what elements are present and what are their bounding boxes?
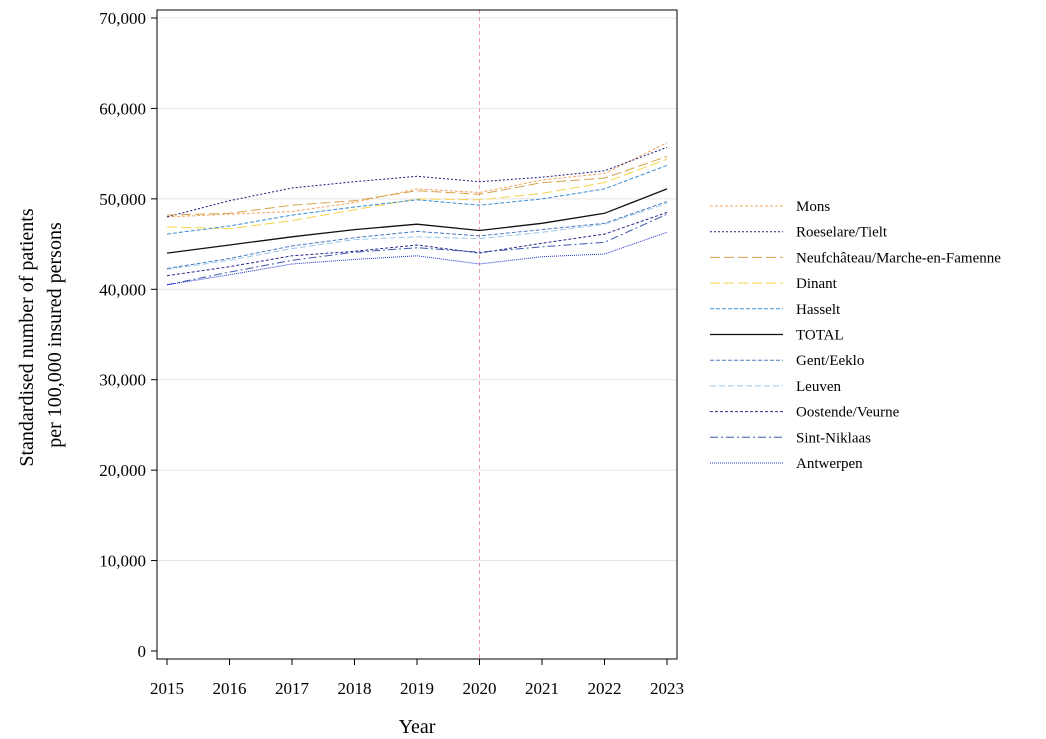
legend-label: Antwerpen: [796, 456, 863, 472]
y-tick-label: 30,000: [99, 371, 146, 390]
series-line-oostende-veurne: [166, 211, 668, 277]
series-line-leuven: [166, 202, 668, 270]
legend-label: Oostende/Veurne: [796, 405, 900, 421]
x-tick-label: 2022: [588, 679, 622, 698]
series-line-hasselt: [166, 164, 668, 235]
series-line-roeselare-tielt: [166, 146, 668, 218]
legend-label: Neufchâteau/Marche-en-Famenne: [796, 250, 1001, 266]
series-line-mons: [166, 142, 668, 218]
y-axis-title: Standardised number of patients per 100,…: [16, 203, 66, 466]
series-line-antwerpen: [166, 231, 668, 286]
legend-label: Gent/Eeklo: [796, 353, 864, 369]
series-line-gent-eeklo: [166, 201, 668, 269]
y-tick-label: 70,000: [99, 9, 146, 28]
x-tick-label: 2017: [275, 679, 310, 698]
x-tick-label: 2015: [150, 679, 184, 698]
y-tick-label: 20,000: [99, 461, 146, 480]
grid-lines: [157, 17, 677, 562]
x-tick-label: 2019: [400, 679, 434, 698]
y-tick-label: 50,000: [99, 190, 146, 209]
legend-label: Mons: [796, 199, 830, 215]
legend-label: Leuven: [796, 379, 841, 395]
x-axis-title: Year: [399, 716, 436, 738]
y-axis-title-line-2: per 100,000 insured persons: [44, 222, 66, 448]
y-axis: 0 10,000 20,000 30,000 40,000 50,000 60,000 70,…: [99, 9, 157, 661]
x-tick-label: 2021: [525, 679, 559, 698]
series-layer: [166, 142, 668, 286]
y-tick-label: 60,000: [99, 99, 146, 118]
x-tick-label: 2020: [463, 679, 497, 698]
series-line-neufch-teau-marche-en-famenne: [166, 155, 668, 216]
legend: Mons Roeselare/Tielt Neufchâteau/Marche-en…: [710, 199, 1001, 472]
legend-label: TOTAL: [796, 328, 844, 344]
series-line-dinant: [166, 158, 668, 230]
x-tick-label: 2016: [213, 679, 247, 698]
x-tick-label: 2023: [650, 679, 684, 698]
series-line-total: [166, 188, 668, 254]
legend-label: Hasselt: [796, 302, 841, 318]
x-axis: 2015 2016 2017 2018 2019 2020 2021 2022 2023: [150, 659, 684, 698]
plot-frame: [156, 9, 678, 660]
x-tick-label: 2018: [338, 679, 372, 698]
legend-label: Roeselare/Tielt: [796, 225, 888, 241]
series-line-sint-niklaas: [166, 213, 668, 286]
y-tick-label: 40,000: [99, 280, 146, 299]
legend-label: Dinant: [796, 276, 838, 292]
legend-label: Sint-Niklaas: [796, 430, 871, 446]
y-tick-label: 10,000: [99, 552, 146, 571]
y-axis-title-line-1: Standardised number of patients: [16, 208, 38, 466]
y-tick-label: 0: [138, 642, 147, 661]
